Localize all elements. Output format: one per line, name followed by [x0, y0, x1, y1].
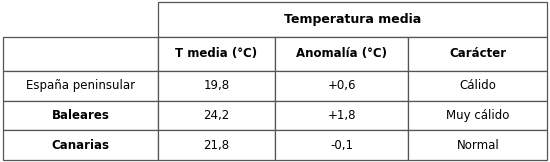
Text: Temperatura media: Temperatura media: [284, 13, 421, 26]
Bar: [158, 71, 275, 101]
Text: -0,1: -0,1: [330, 139, 353, 152]
Bar: [275, 101, 409, 130]
Text: Anomalía (°C): Anomalía (°C): [296, 47, 387, 60]
Bar: [158, 101, 275, 130]
Text: Baleares: Baleares: [51, 109, 109, 122]
Bar: [3, 71, 158, 101]
Text: 24,2: 24,2: [204, 109, 229, 122]
Text: Cálido: Cálido: [459, 79, 496, 92]
Text: T media (°C): T media (°C): [175, 47, 257, 60]
Text: +0,6: +0,6: [327, 79, 356, 92]
Bar: [409, 37, 547, 71]
Bar: [409, 101, 547, 130]
Text: Muy cálido: Muy cálido: [446, 109, 509, 122]
Text: 21,8: 21,8: [204, 139, 229, 152]
Bar: [3, 2, 158, 37]
Bar: [158, 37, 275, 71]
Bar: [3, 101, 158, 130]
Text: +1,8: +1,8: [327, 109, 356, 122]
Bar: [158, 130, 275, 160]
Bar: [3, 37, 158, 71]
Bar: [409, 71, 547, 101]
Bar: [275, 71, 409, 101]
Text: Canarias: Canarias: [51, 139, 109, 152]
Text: Carácter: Carácter: [449, 47, 507, 60]
Bar: [275, 37, 409, 71]
Text: Normal: Normal: [456, 139, 499, 152]
Text: España peninsular: España peninsular: [26, 79, 135, 92]
Bar: [3, 130, 158, 160]
Bar: [409, 130, 547, 160]
Bar: [158, 2, 547, 37]
Bar: [275, 130, 409, 160]
Text: 19,8: 19,8: [204, 79, 229, 92]
